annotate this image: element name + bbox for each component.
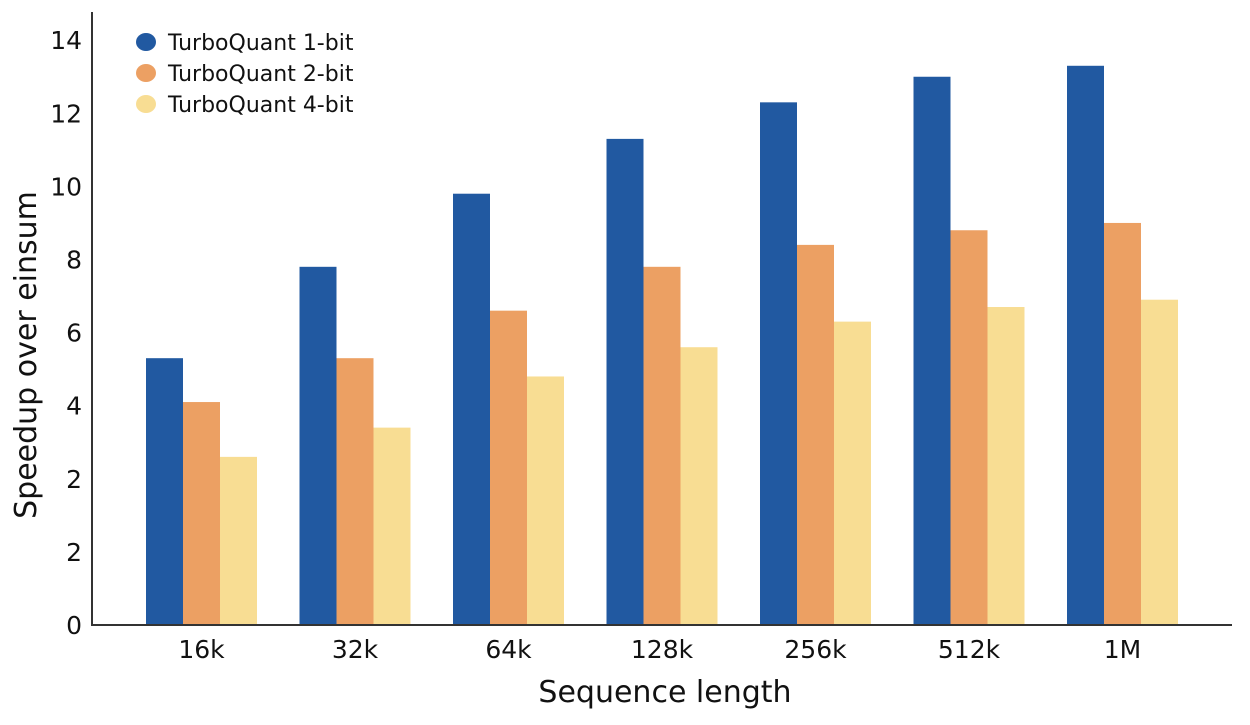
bar-3-1M — [1141, 299, 1178, 625]
y-tick-label: 8 — [66, 246, 82, 275]
bar-3-32k — [373, 427, 411, 625]
legend-label: TurboQuant 2-bit — [167, 62, 354, 87]
bars — [146, 65, 1178, 625]
legend: TurboQuant 1-bit TurboQuant 2-bit TurboQua… — [136, 31, 354, 118]
bar-2-16k — [183, 402, 220, 625]
bar-2-1M — [1104, 222, 1141, 625]
legend-marker — [136, 64, 156, 82]
y-tick-label: 2 — [66, 538, 82, 567]
x-tick-label: 32k — [332, 635, 379, 664]
bar-1-1M — [1067, 65, 1104, 625]
y-tick-label: 0 — [66, 611, 82, 640]
x-tick-label: 128k — [631, 635, 694, 664]
x-tick-label: 1M — [1104, 635, 1141, 664]
bar-3-256k — [834, 321, 871, 625]
legend-marker — [136, 33, 156, 51]
bar-2-128k — [643, 266, 681, 625]
bar-1-128k — [606, 138, 644, 625]
y-tick-label: 2 — [66, 465, 82, 494]
x-tick-label: 512k — [938, 635, 1001, 664]
x-tick-label: 16k — [178, 635, 225, 664]
y-tick-label: 6 — [66, 319, 82, 348]
bar-1-16k — [146, 358, 183, 625]
bar-3-512k — [987, 307, 1025, 625]
x-tick-label: 64k — [485, 635, 532, 664]
bar-1-512k — [913, 76, 951, 625]
bar-3-64k — [527, 376, 564, 625]
y-axis-label: Speedup over einsum — [9, 191, 44, 519]
bar-2-512k — [950, 230, 988, 625]
bar-3-16k — [220, 456, 257, 625]
bar-1-32k — [299, 266, 337, 625]
legend-label: TurboQuant 1-bit — [167, 31, 354, 56]
bar-2-64k — [490, 310, 527, 625]
y-tick-label: 14 — [50, 26, 82, 55]
x-tick-label: 256k — [784, 635, 847, 664]
y-tick-label: 4 — [66, 392, 82, 421]
bar-1-256k — [760, 102, 797, 625]
y-tick-label: 12 — [50, 99, 82, 128]
bar-2-256k — [797, 244, 834, 625]
bar-1-64k — [453, 193, 490, 625]
legend-marker — [136, 95, 156, 113]
y-tick-label: 10 — [50, 172, 82, 201]
bar-3-128k — [680, 347, 718, 625]
legend-label: TurboQuant 4-bit — [167, 93, 354, 118]
x-tick-labels: 16k 32k 64k 128k 256k 512k 1M — [178, 635, 1141, 664]
bar-2-32k — [336, 358, 374, 625]
x-axis-label: Sequence length — [538, 675, 791, 710]
y-tick-labels: 0 2 2 4 6 8 10 12 14 — [50, 26, 82, 640]
